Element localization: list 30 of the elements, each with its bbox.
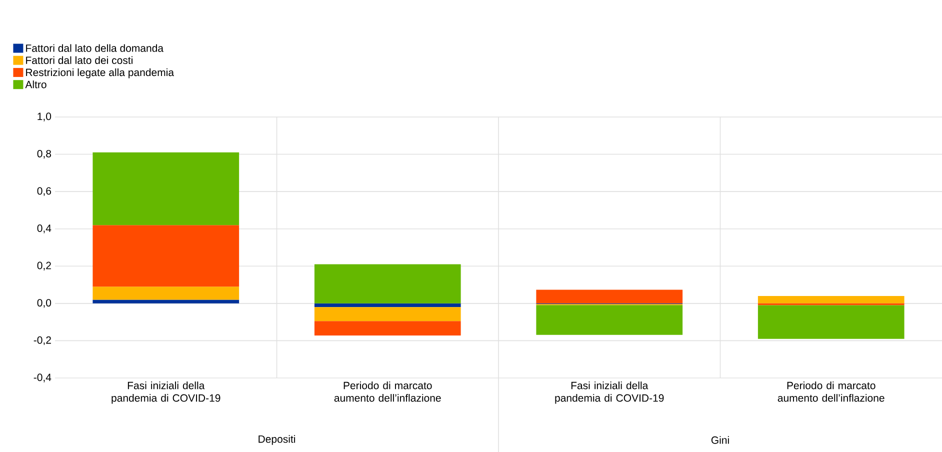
y-tick-label: -0,4 bbox=[34, 374, 52, 382]
y-tick-label: 0,2 bbox=[37, 262, 51, 270]
x-tick-label: Fasi iniziali della pandemia di COVID-19 bbox=[112, 382, 220, 404]
legend-label: Fattori dal lato della domanda bbox=[26, 44, 164, 52]
y-tick-label: 0,0 bbox=[37, 299, 52, 308]
x-tick-label: Periodo di marcato aumento dell’inflazione bbox=[334, 382, 441, 402]
text: Gini bbox=[711, 436, 729, 444]
y-tick-label: 1,0 bbox=[38, 112, 52, 122]
bar bbox=[314, 307, 461, 322]
bar bbox=[314, 321, 461, 336]
y-tick-label: 0,8 bbox=[37, 150, 52, 159]
bar bbox=[314, 264, 461, 304]
bar bbox=[92, 225, 240, 287]
bar bbox=[536, 305, 683, 335]
bar bbox=[758, 305, 904, 339]
y-tick-label: -0,2 bbox=[34, 336, 51, 346]
text: Depositi bbox=[258, 435, 296, 445]
y-tick-label: 0,6 bbox=[37, 187, 52, 196]
legend-label: Fattori dal lato dei costi bbox=[26, 56, 132, 64]
x-tick-label: Periodo di marcato aumento dell’inflazione bbox=[778, 382, 884, 402]
bar bbox=[758, 296, 904, 304]
bar bbox=[314, 303, 461, 308]
legend-label: Restrizioni legate alla pandemia bbox=[26, 68, 174, 78]
bar bbox=[92, 286, 240, 300]
bar bbox=[536, 290, 683, 304]
y-tick-label: 0,4 bbox=[37, 224, 52, 234]
legend-label: Altro bbox=[25, 80, 46, 88]
bar bbox=[92, 152, 240, 226]
x-tick-label: Fasi iniziali della pandemia di COVID-19 bbox=[555, 382, 664, 404]
bar bbox=[92, 300, 240, 304]
